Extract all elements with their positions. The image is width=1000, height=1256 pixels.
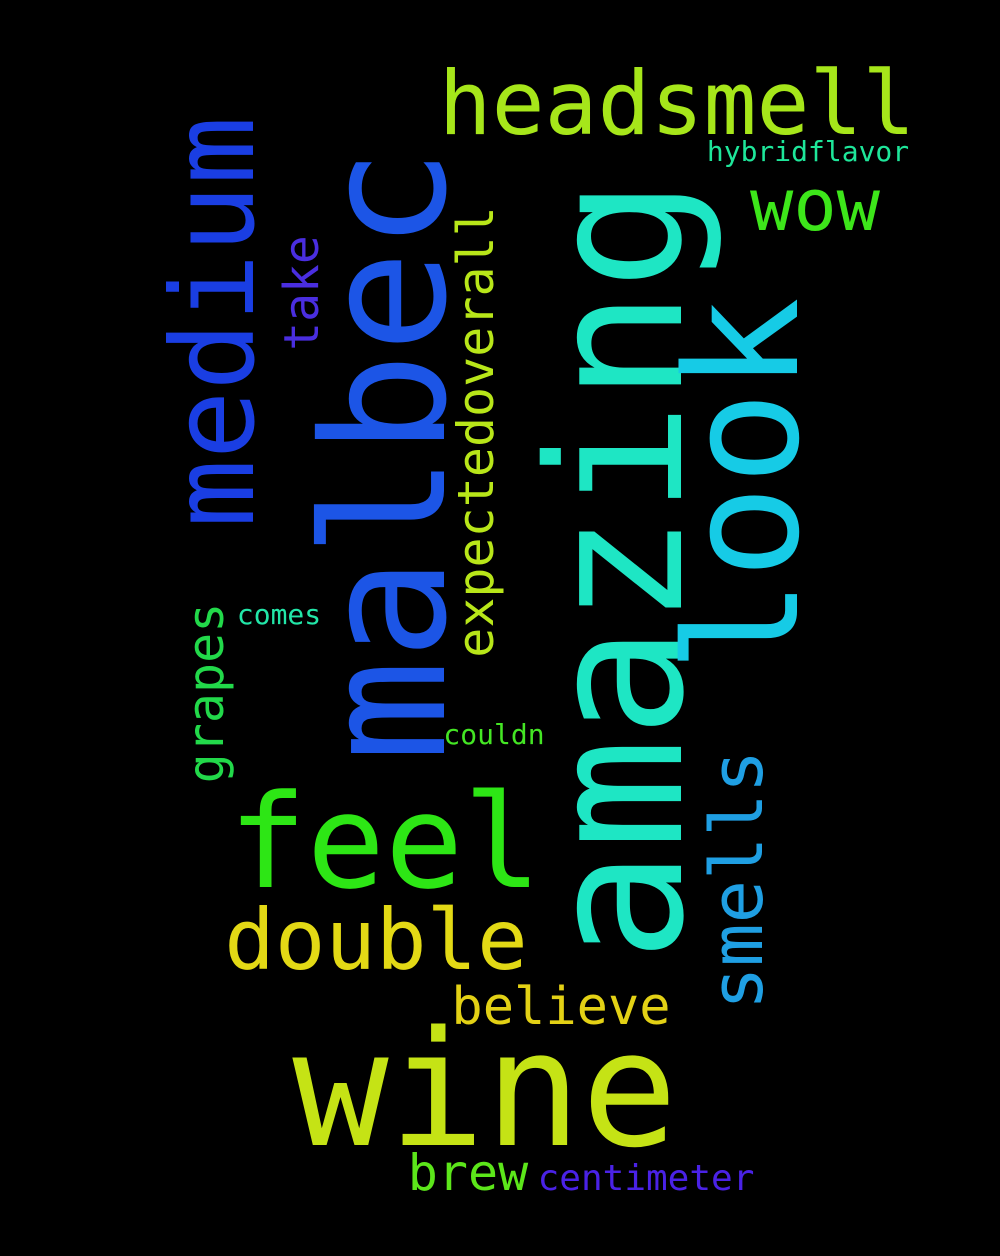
- word-smells: smells: [695, 749, 779, 1011]
- word-believe: believe: [451, 977, 671, 1037]
- word-double: double: [224, 891, 528, 989]
- word-wow: wow: [749, 163, 881, 247]
- word-comes: comes: [236, 598, 322, 631]
- word-medium: medium: [147, 116, 280, 528]
- word-wine: wine: [292, 996, 678, 1183]
- word-centimeter: centimeter: [537, 1158, 755, 1199]
- word-look: look: [652, 297, 834, 673]
- word-feel: feel: [228, 766, 542, 918]
- word-take: take: [274, 235, 330, 351]
- word-grapes: grapes: [177, 602, 235, 784]
- word-couldn: couldn: [443, 718, 545, 751]
- word-brew: brew: [407, 1144, 529, 1202]
- word-hybridflavor: hybridflavor: [706, 135, 910, 168]
- word-headsmell: headsmell: [438, 52, 916, 155]
- word-expectedoverall: expectedoverall: [447, 206, 505, 658]
